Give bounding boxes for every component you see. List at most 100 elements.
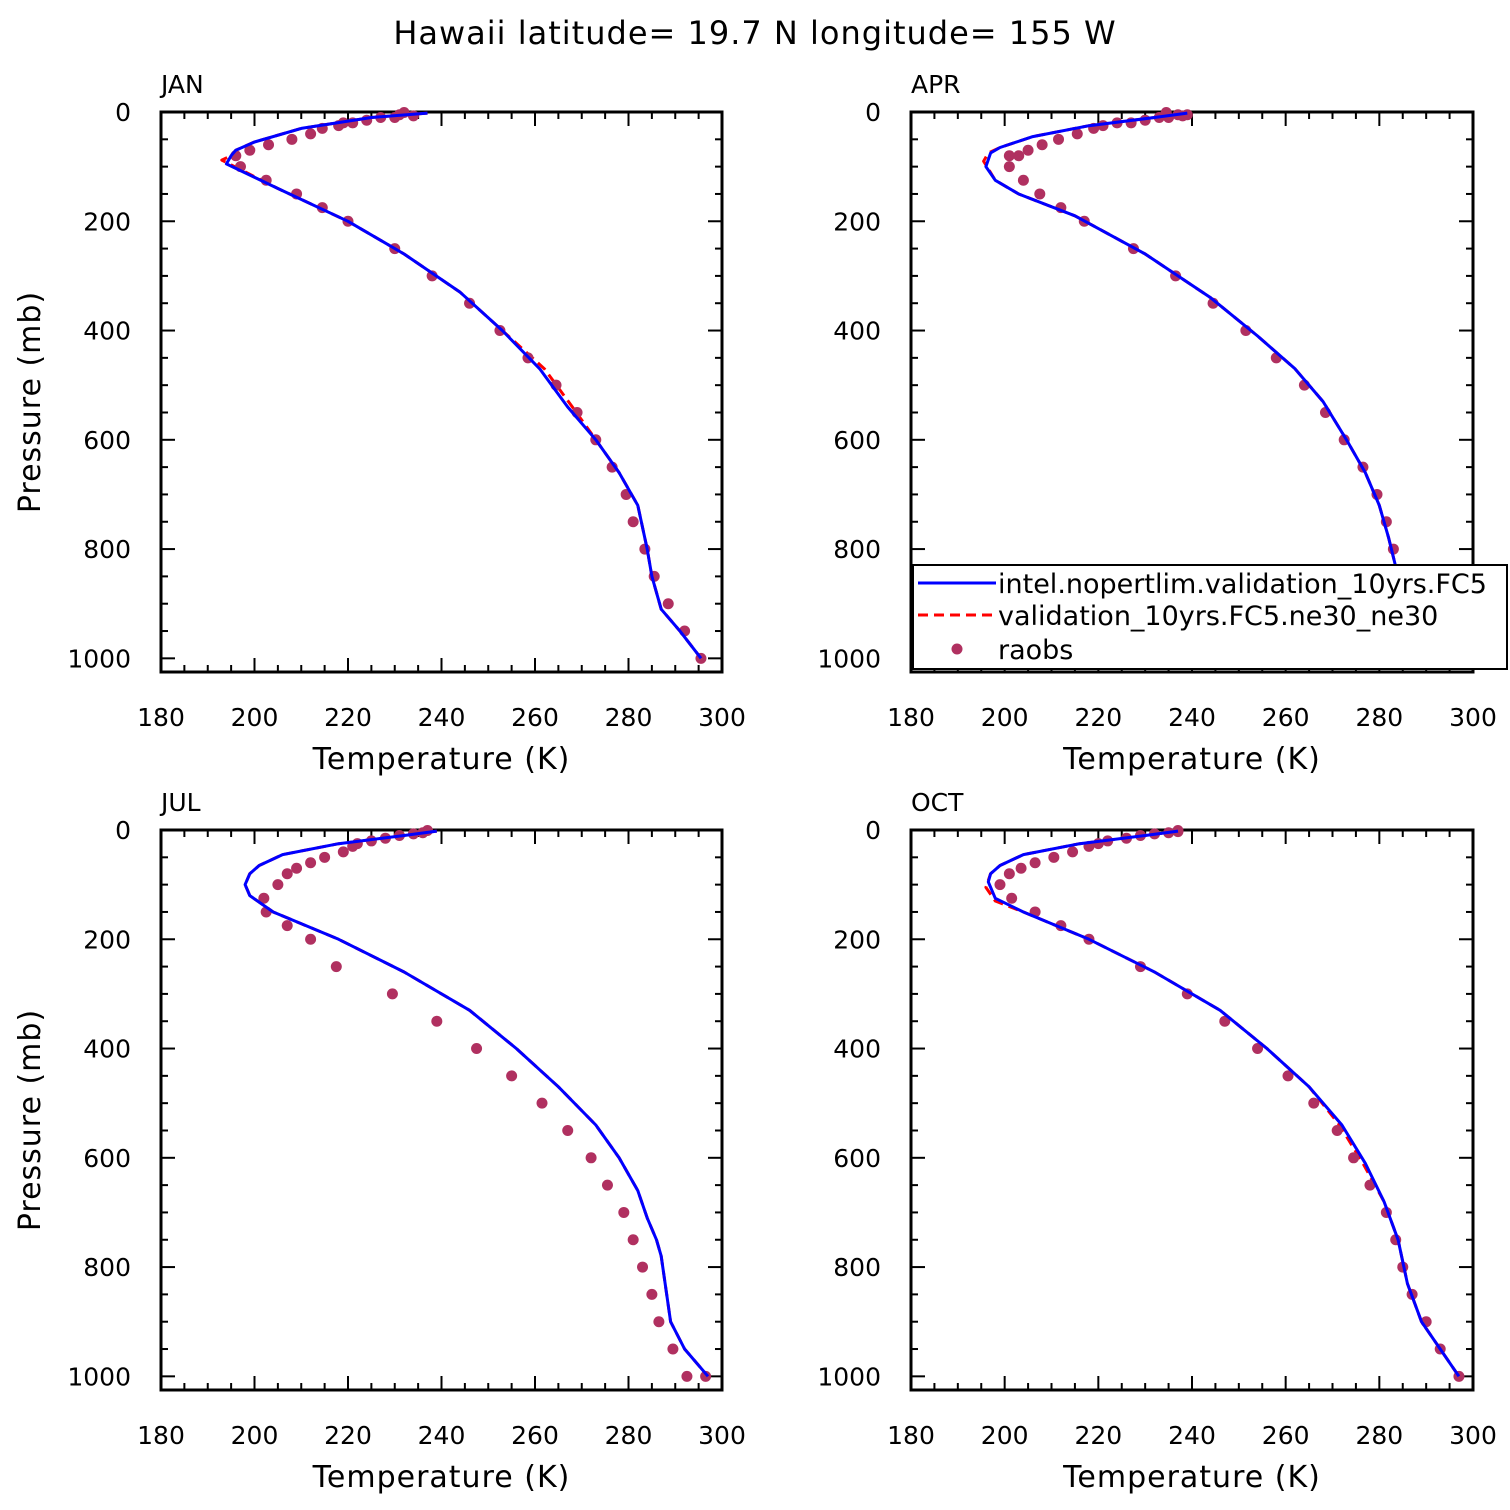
raobs-point xyxy=(1067,846,1079,858)
raobs-point xyxy=(431,1015,443,1027)
y-tick-label: 800 xyxy=(833,535,881,564)
raobs-point xyxy=(994,879,1006,891)
raobs-point xyxy=(1036,139,1048,151)
x-tick-label: 220 xyxy=(324,703,372,732)
y-tick-label: 200 xyxy=(83,207,131,236)
figure-title: Hawaii latitude= 19.7 N longitude= 155 W xyxy=(393,14,1116,52)
raobs-point xyxy=(258,892,270,904)
raobs-point xyxy=(281,868,293,880)
y-axis-label: Pressure (mb) xyxy=(13,1009,48,1231)
panel-jul: JUL 180 200 220 240 260 280 300 0 200 400 600 800 100… xyxy=(13,788,746,1495)
y-tick-label: 400 xyxy=(83,1035,131,1064)
raobs-point xyxy=(281,920,293,932)
x-tick-label: 280 xyxy=(1355,703,1403,732)
panel-title: JUL xyxy=(159,788,201,817)
raobs-point xyxy=(585,1152,597,1164)
raobs-point xyxy=(1252,1043,1264,1055)
raobs-point xyxy=(1308,1097,1320,1109)
x-tick-label: 200 xyxy=(231,703,279,732)
y-tick-label: 600 xyxy=(83,426,131,455)
raobs-point xyxy=(618,1206,630,1218)
legend-entry: raobs xyxy=(998,635,1073,666)
raobs-point xyxy=(319,851,331,863)
raobs-point xyxy=(637,1261,649,1273)
raobs-point xyxy=(1022,144,1034,156)
series-line-intel xyxy=(984,111,1451,660)
y-tick-label: 200 xyxy=(83,925,131,954)
plot-frame xyxy=(909,828,1475,1392)
y-tick-label: 1000 xyxy=(817,644,881,673)
raobs-point xyxy=(244,144,256,156)
raobs-point xyxy=(337,846,349,858)
legend-marker-raobs xyxy=(951,643,963,655)
panel-title: OCT xyxy=(911,788,964,817)
raobs-point xyxy=(536,1097,548,1109)
x-tick-label: 300 xyxy=(1449,703,1497,732)
x-tick-label: 260 xyxy=(1262,703,1310,732)
series-line-validation xyxy=(984,829,1461,1378)
y-tick-label: 1000 xyxy=(67,644,131,673)
y-tick-label: 400 xyxy=(833,1035,881,1064)
y-tick-label: 600 xyxy=(833,426,881,455)
raobs-point xyxy=(1348,1152,1360,1164)
raobs-point xyxy=(305,857,317,869)
x-tick-label: 260 xyxy=(511,703,559,732)
x-tick-label: 180 xyxy=(137,703,185,732)
panel-oct: OCT 180 200 220 240 260 280 300 0 200 400 600 800 100… xyxy=(817,788,1496,1495)
x-tick-label: 180 xyxy=(887,1421,935,1450)
x-tick-label: 220 xyxy=(324,1421,372,1450)
x-tick-label: 300 xyxy=(698,703,746,732)
x-tick-label: 200 xyxy=(231,1421,279,1450)
raobs-point xyxy=(305,128,317,140)
x-tick-label: 260 xyxy=(1262,1421,1310,1450)
x-tick-label: 180 xyxy=(137,1421,185,1450)
raobs-point xyxy=(1364,1179,1376,1191)
plot-frame xyxy=(159,828,724,1392)
y-tick-label: 0 xyxy=(115,816,131,845)
raobs-point xyxy=(426,270,438,282)
panel-title: JAN xyxy=(159,70,204,99)
y-tick-label: 200 xyxy=(833,925,881,954)
x-axis-label: Temperature (K) xyxy=(1062,742,1321,777)
raobs-point xyxy=(386,988,398,1000)
raobs-point xyxy=(1017,174,1029,186)
y-tick-label: 600 xyxy=(833,1144,881,1173)
x-tick-label: 220 xyxy=(1074,1421,1122,1450)
x-axis-label: Temperature (K) xyxy=(1062,1460,1321,1495)
raobs-point xyxy=(305,933,317,945)
x-tick-label: 260 xyxy=(511,1421,559,1450)
y-tick-label: 0 xyxy=(865,98,881,127)
raobs-point xyxy=(1006,892,1018,904)
raobs-point xyxy=(700,1370,712,1382)
raobs-point xyxy=(1003,161,1015,173)
raobs-point xyxy=(627,516,639,528)
y-tick-label: 800 xyxy=(83,1253,131,1282)
y-tick-label: 400 xyxy=(83,317,131,346)
y-tick-label: 1000 xyxy=(67,1362,131,1391)
y-tick-label: 800 xyxy=(83,535,131,564)
x-axis-label: Temperature (K) xyxy=(312,1460,571,1495)
y-tick-label: 200 xyxy=(833,207,881,236)
x-tick-label: 240 xyxy=(1168,703,1216,732)
raobs-point xyxy=(1013,150,1025,162)
y-tick-label: 0 xyxy=(865,816,881,845)
x-tick-label: 200 xyxy=(981,1421,1029,1450)
x-tick-label: 300 xyxy=(1449,1421,1497,1450)
x-tick-label: 180 xyxy=(887,703,935,732)
raobs-point xyxy=(1053,133,1065,145)
raobs-point xyxy=(1282,1070,1294,1082)
raobs-point xyxy=(681,1370,693,1382)
x-tick-label: 280 xyxy=(605,1421,653,1450)
panel-apr: APR 180 200 220 240 260 280 300 0 200 400 600 800 100… xyxy=(817,70,1496,777)
raobs-point xyxy=(562,1124,574,1136)
y-tick-label: 0 xyxy=(115,98,131,127)
x-tick-label: 300 xyxy=(698,1421,746,1450)
x-tick-label: 220 xyxy=(1074,703,1122,732)
raobs-point xyxy=(291,862,303,874)
x-tick-label: 280 xyxy=(1355,1421,1403,1450)
y-tick-label: 600 xyxy=(83,1144,131,1173)
series-line-intel xyxy=(243,829,710,1378)
y-tick-label: 800 xyxy=(833,1253,881,1282)
raobs-point xyxy=(330,961,342,973)
